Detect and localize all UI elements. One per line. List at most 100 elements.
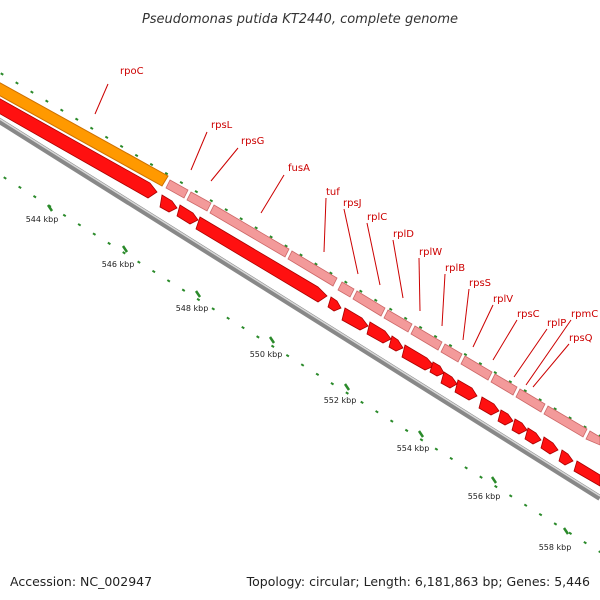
scale-tick-major (194, 290, 202, 298)
gene-leader-line (343, 208, 359, 275)
gene-leader-line (472, 304, 494, 348)
gene-label-rpmC[interactable]: rpmC (571, 309, 598, 320)
gene-label-rplB[interactable]: rplB (445, 263, 465, 274)
scale-tick-label: 556 kbp (468, 492, 501, 501)
scale-tick-lower (583, 541, 587, 545)
gene-rpoC[interactable] (0, 80, 169, 187)
scale-tick-label: 548 kbp (176, 304, 209, 313)
gene-red-extra-1[interactable] (540, 436, 559, 455)
gene-fusA-light[interactable] (209, 204, 290, 258)
scale-tick-major (46, 204, 54, 212)
scale-tick-lower (211, 307, 216, 311)
gene-label-rplD[interactable]: rplD (393, 229, 414, 240)
gene-leader-line (210, 147, 239, 182)
gene-rplC-light[interactable] (352, 290, 386, 317)
gene-label-tuf[interactable]: tuf (326, 187, 340, 198)
gene-leader-line (418, 257, 421, 312)
gene-red-extra-2[interactable] (558, 449, 574, 466)
scale-tick-upper (74, 117, 79, 121)
scale-tick-lower (434, 447, 439, 451)
gene-red-extra-3[interactable] (573, 460, 600, 487)
gene-rpsL-light[interactable] (165, 179, 189, 199)
gene-label-rpsC[interactable]: rpsC (517, 309, 540, 320)
scale-tick-lower (404, 428, 409, 433)
gene-label-rplP[interactable]: rplP (547, 318, 566, 329)
gene-rpsG-light[interactable] (186, 191, 212, 212)
gene-red-long-1[interactable] (0, 96, 158, 199)
gene-leader-line (513, 328, 548, 378)
gene-tuf-light[interactable] (287, 250, 338, 287)
scale-tick-upper (45, 99, 49, 103)
gene-leader-line (532, 343, 570, 388)
map-title: Pseudomonas putida KT2440, complete geno… (142, 12, 458, 27)
gene-label-rpsJ[interactable]: rpsJ (343, 198, 362, 209)
scale-tick-upper (254, 226, 258, 230)
gene-red-rplC[interactable] (366, 321, 392, 344)
forward-gene-track (0, 96, 600, 487)
scale-tick-upper (418, 325, 423, 330)
scale-tick-label: 558 kbp (539, 543, 572, 552)
gene-rpsQ-light[interactable] (585, 430, 600, 446)
gene-leader-line (441, 273, 446, 327)
scale-tick-lower (92, 232, 97, 236)
gene-label-rpsG[interactable]: rpsG (241, 136, 264, 147)
gene-red-rplP[interactable] (497, 409, 514, 426)
gene-rplV-light[interactable] (490, 373, 518, 396)
scale-tick-upper (164, 171, 169, 176)
gene-leader-line (190, 131, 208, 171)
scale-tick-lower (107, 241, 111, 246)
gene-red-rpsS[interactable] (440, 371, 458, 389)
gene-rpsJ-light[interactable] (337, 281, 355, 298)
gene-red-rpsJ[interactable] (341, 307, 369, 331)
scale-tick-major (121, 245, 129, 253)
gene-label-rpsL[interactable]: rpsL (211, 120, 233, 131)
scale-tick-upper (314, 262, 318, 266)
gene-red-rpsL[interactable] (159, 194, 178, 213)
gene-red-rpsG[interactable] (176, 204, 199, 225)
scale-tick-upper (329, 271, 333, 275)
scale-tick-upper (553, 407, 557, 411)
scale-tick-label: 552 kbp (324, 396, 357, 405)
gene-red-rplW[interactable] (401, 344, 435, 371)
scale-tick-upper (538, 398, 543, 402)
scale-tick-upper (194, 190, 199, 194)
scale-tick-upper (478, 361, 483, 366)
gene-rplP-light[interactable] (543, 405, 588, 438)
scale-tick-upper (598, 434, 600, 438)
gene-label-rpoC[interactable]: rpoC (120, 66, 144, 77)
scale-tick-upper (284, 244, 288, 248)
scale-tick-lower (18, 185, 22, 189)
gene-red-tuf[interactable] (327, 296, 342, 312)
gene-red-rplD[interactable] (388, 335, 404, 352)
gene-red-rplB[interactable] (429, 361, 445, 377)
gene-label-rpsS[interactable]: rpsS (469, 278, 491, 289)
gene-label-fusA[interactable]: fusA (288, 163, 310, 174)
gene-label-rplW[interactable]: rplW (419, 247, 442, 258)
gene-rplW-light[interactable] (410, 325, 443, 351)
scale-tick-lower (568, 531, 573, 535)
scale-tick-upper (209, 199, 214, 203)
gene-label-rpsQ[interactable]: rpsQ (569, 333, 593, 344)
genome-backbone (0, 117, 600, 501)
gene-red-rplV[interactable] (454, 379, 478, 401)
scale-tick-upper (269, 235, 273, 239)
gene-red-rpsC[interactable] (478, 396, 500, 416)
gene-rplB-light[interactable] (440, 343, 463, 363)
gene-rpsC-light[interactable] (515, 388, 546, 413)
scale-tick-upper (15, 81, 19, 85)
gene-label-rplC[interactable]: rplC (367, 212, 387, 223)
gene-label-rplV[interactable]: rplV (493, 294, 513, 305)
gene-red-rpmC[interactable] (511, 418, 528, 435)
scale-tick-lower (137, 260, 141, 264)
gene-red-fusA[interactable] (195, 216, 328, 303)
scale-tick-lower (226, 316, 230, 320)
scale-tick-lower (196, 297, 201, 302)
scale-tick-upper (104, 135, 109, 139)
scale-tick-lower (553, 522, 558, 526)
scale-tick-lower (3, 176, 7, 180)
gene-rplD-light[interactable] (383, 309, 413, 333)
gene-red-rpsQ[interactable] (524, 427, 542, 445)
gene-rpsS-light[interactable] (460, 355, 493, 381)
scale-tick-lower (330, 382, 335, 386)
gene-tracks (0, 80, 600, 487)
